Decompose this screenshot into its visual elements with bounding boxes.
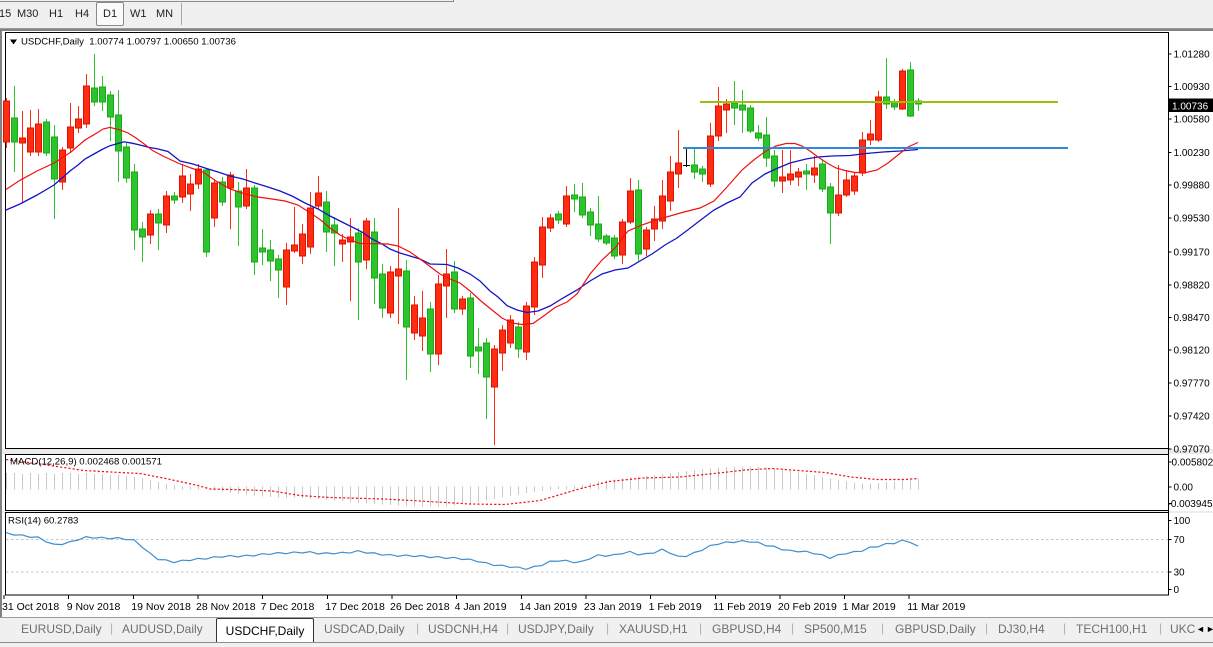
svg-text:0.99880: 0.99880 xyxy=(1174,181,1211,192)
svg-text:0: 0 xyxy=(1174,585,1180,596)
svg-text:0.99170: 0.99170 xyxy=(1174,248,1211,259)
svg-text:70: 70 xyxy=(1174,535,1186,546)
svg-text:MACD(12,26,9) 0.002468 0.00157: MACD(12,26,9) 0.002468 0.001571 xyxy=(10,457,162,468)
svg-text:23 Jan 2019: 23 Jan 2019 xyxy=(584,601,642,613)
svg-text:11 Mar 2019: 11 Mar 2019 xyxy=(907,601,965,613)
svg-text:0.98120: 0.98120 xyxy=(1174,346,1211,357)
svg-text:0.97420: 0.97420 xyxy=(1174,412,1211,423)
svg-text:1.01280: 1.01280 xyxy=(1174,50,1211,61)
svg-text:11 Feb 2019: 11 Feb 2019 xyxy=(713,601,771,613)
svg-text:USDCHF,Daily 1.00774 1.00797: USDCHF,Daily 1.00774 1.00797 1.00650 1.0… xyxy=(21,37,236,48)
svg-text:RSI(14) 60.2783: RSI(14) 60.2783 xyxy=(8,516,78,527)
svg-text:0.97770: 0.97770 xyxy=(1174,379,1211,390)
svg-text:1.00736: 1.00736 xyxy=(1172,102,1209,113)
svg-text:1.00230: 1.00230 xyxy=(1174,148,1211,159)
svg-text:7 Dec 2018: 7 Dec 2018 xyxy=(261,601,315,613)
svg-text:28 Nov 2018: 28 Nov 2018 xyxy=(196,601,256,613)
svg-text:0.98820: 0.98820 xyxy=(1174,281,1211,292)
svg-text:17 Dec 2018: 17 Dec 2018 xyxy=(325,601,385,613)
svg-text:26 Dec 2018: 26 Dec 2018 xyxy=(390,601,450,613)
svg-text:0.99530: 0.99530 xyxy=(1174,214,1211,225)
svg-text:19 Nov 2018: 19 Nov 2018 xyxy=(131,601,191,613)
svg-text:1 Feb 2019: 1 Feb 2019 xyxy=(649,601,702,613)
svg-text:-0.003945: -0.003945 xyxy=(1168,499,1213,510)
svg-text:30: 30 xyxy=(1174,568,1186,579)
svg-text:0.00: 0.00 xyxy=(1174,483,1194,494)
svg-text:9 Nov 2018: 9 Nov 2018 xyxy=(67,601,121,613)
svg-text:1.00930: 1.00930 xyxy=(1174,82,1211,93)
svg-text:0.97070: 0.97070 xyxy=(1174,445,1211,456)
svg-text:4 Jan 2019: 4 Jan 2019 xyxy=(455,601,507,613)
svg-text:100: 100 xyxy=(1174,516,1191,527)
svg-text:20 Feb 2019: 20 Feb 2019 xyxy=(778,601,837,613)
svg-text:1 Mar 2019: 1 Mar 2019 xyxy=(843,601,896,613)
svg-text:0.005802: 0.005802 xyxy=(1172,458,1213,469)
svg-text:31 Oct 2018: 31 Oct 2018 xyxy=(2,601,59,613)
svg-text:14 Jan 2019: 14 Jan 2019 xyxy=(519,601,577,613)
svg-text:0.98470: 0.98470 xyxy=(1174,313,1211,324)
svg-text:1.00580: 1.00580 xyxy=(1174,115,1211,126)
